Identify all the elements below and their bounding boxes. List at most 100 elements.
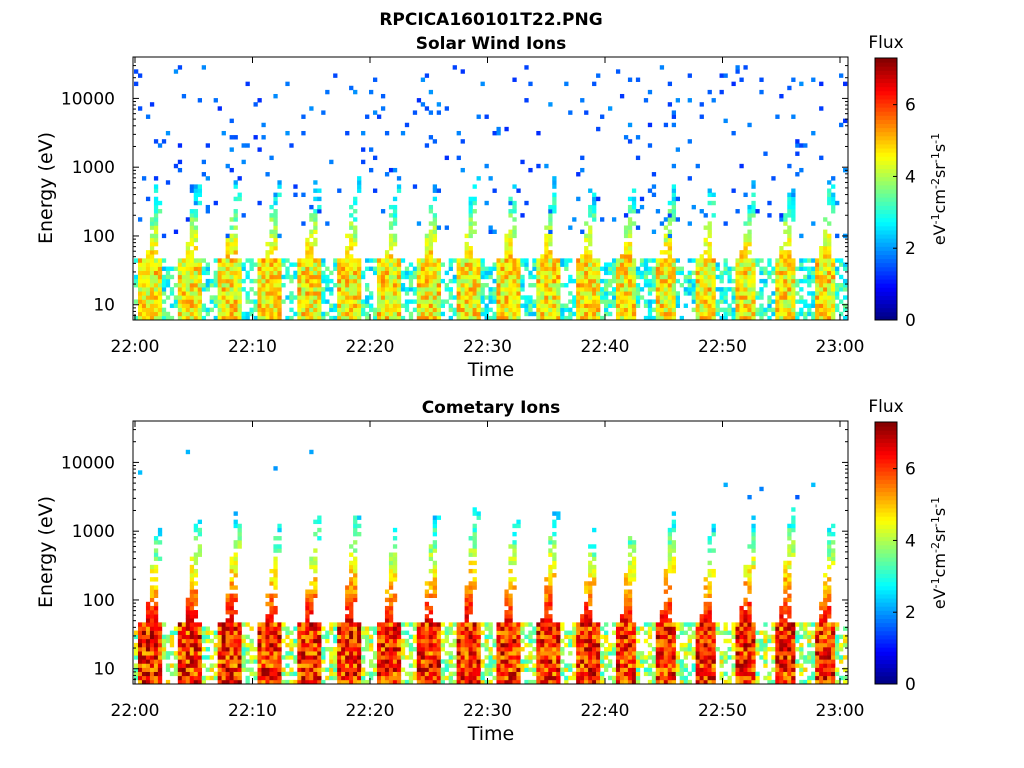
- spectrogram-cell: [241, 159, 246, 165]
- spectrogram-cell: [388, 663, 394, 668]
- spectrogram-cell: [552, 196, 557, 202]
- spectrogram-cell: [237, 270, 242, 276]
- spectrogram-cell: [596, 642, 601, 648]
- spectrogram-cell: [396, 630, 402, 635]
- spectrogram-cell: [831, 315, 836, 321]
- spectrogram-cell: [631, 258, 637, 263]
- spectrogram-cell: [608, 311, 613, 317]
- spectrogram-cell: [173, 299, 179, 304]
- spectrogram-cell: [484, 163, 489, 169]
- spectrogram-cell: [173, 266, 179, 271]
- spectrogram-cell: [305, 679, 310, 685]
- spectrogram-cell: [173, 229, 179, 234]
- spectrogram-cell: [197, 630, 203, 635]
- spectrogram-cell: [432, 577, 438, 582]
- colorbar-segment: [875, 90, 897, 96]
- spectrogram-cell: [396, 299, 402, 304]
- spectrogram-cell: [309, 307, 314, 313]
- spectrogram-cell: [225, 258, 230, 263]
- spectrogram-cell: [564, 258, 569, 263]
- spectrogram-cell: [372, 188, 378, 193]
- spectrogram-cell: [819, 295, 824, 300]
- spectrogram-cell: [189, 258, 195, 263]
- spectrogram-cell: [584, 295, 589, 300]
- spectrogram-cell: [265, 266, 270, 271]
- spectrogram-cell: [372, 258, 378, 263]
- spectrogram-cell: [380, 663, 386, 668]
- spectrogram-cell: [552, 675, 557, 681]
- spectrogram-cell: [329, 303, 334, 308]
- colorbar-segment: [875, 127, 897, 133]
- spectrogram-cell: [169, 274, 175, 280]
- spectrogram-cell: [659, 291, 665, 296]
- spectrogram-cell: [596, 274, 601, 280]
- spectrogram-cell: [448, 315, 453, 321]
- spectrogram-cell: [305, 618, 310, 623]
- spectrogram-cell: [305, 601, 310, 607]
- spectrogram-cell: [747, 307, 752, 313]
- spectrogram-cell: [333, 266, 338, 271]
- spectrogram-cell: [400, 274, 406, 280]
- spectrogram-cell: [134, 671, 139, 677]
- spectrogram-cell: [448, 671, 453, 677]
- spectrogram-cell: [193, 634, 199, 640]
- spectrogram-cell: [580, 254, 585, 259]
- spectrogram-cell: [516, 519, 521, 525]
- spectrogram-cell: [305, 597, 310, 603]
- spectrogram-cell: [484, 114, 489, 119]
- spectrogram-cell: [265, 254, 270, 259]
- spectrogram-cell: [225, 651, 230, 656]
- spectrogram-cell: [436, 307, 442, 313]
- spectrogram-cell: [604, 311, 609, 317]
- spectrogram-cell: [384, 250, 390, 255]
- y-tick-label: 10: [93, 296, 115, 316]
- spectrogram-cell: [313, 188, 318, 193]
- spectrogram-cell: [588, 675, 593, 681]
- spectrogram-cell: [540, 307, 545, 313]
- spectrogram-cell: [313, 671, 318, 677]
- spectrogram-cell: [544, 254, 549, 259]
- spectrogram-cell: [416, 638, 422, 644]
- spectrogram-cell: [588, 283, 593, 288]
- spectrogram-cell: [787, 237, 792, 243]
- spectrogram-cell: [687, 73, 692, 78]
- spectrogram-cell: [205, 311, 210, 317]
- spectrogram-cell: [619, 254, 625, 259]
- spectrogram-cell: [496, 266, 501, 271]
- spectrogram-cell: [827, 283, 832, 288]
- spectrogram-cell: [396, 307, 402, 313]
- spectrogram-cell: [361, 634, 366, 640]
- spectrogram-cell: [520, 630, 525, 635]
- spectrogram-cell: [592, 311, 597, 317]
- spectrogram-cell: [691, 278, 696, 284]
- spectrogram-cell: [213, 642, 218, 648]
- spectrogram-cell: [815, 262, 820, 267]
- spectrogram-cell: [500, 287, 505, 292]
- spectrogram-cell: [504, 663, 509, 668]
- spectrogram-cell: [671, 200, 677, 206]
- spectrogram-cell: [137, 671, 143, 677]
- spectrogram-cell: [779, 93, 784, 99]
- spectrogram-cell: [476, 287, 481, 292]
- spectrogram-cell: [416, 630, 422, 635]
- spectrogram-cell: [815, 315, 820, 321]
- spectrogram-cell: [564, 663, 569, 668]
- spectrogram-cell: [827, 241, 832, 247]
- spectrogram-cell: [468, 291, 473, 296]
- spectrogram-cell: [157, 626, 163, 631]
- spectrogram-cell: [185, 299, 191, 304]
- spectrogram-cell: [787, 287, 792, 292]
- spectrogram-cell: [436, 659, 442, 664]
- spectrogram-cell: [317, 303, 322, 308]
- spectrogram-cell: [329, 291, 334, 296]
- spectrogram-cell: [536, 299, 541, 304]
- spectrogram-cell: [353, 647, 358, 652]
- spectrogram-cell: [297, 651, 302, 656]
- spectrogram-cell: [707, 274, 712, 280]
- spectrogram-cell: [297, 295, 302, 300]
- spectrogram-cell: [432, 568, 438, 574]
- spectrogram-cell: [747, 291, 752, 296]
- colorbar-segment: [875, 189, 897, 194]
- spectrogram-cell: [600, 299, 605, 304]
- spectrogram-cell: [440, 638, 445, 644]
